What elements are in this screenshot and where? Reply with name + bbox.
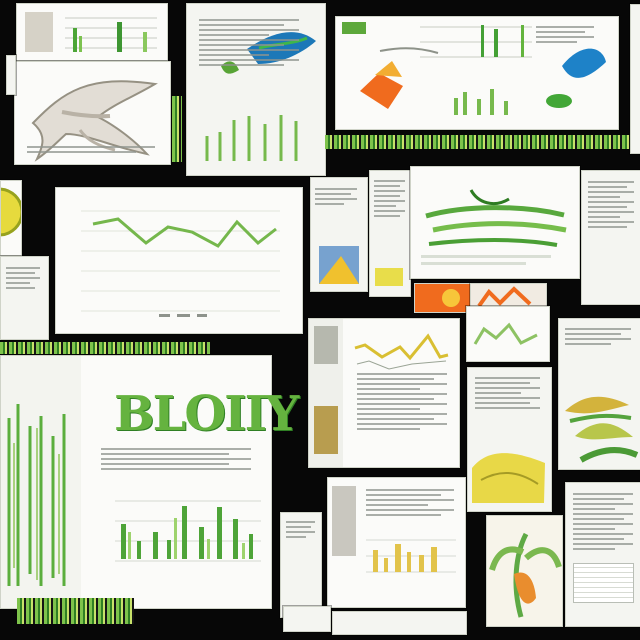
right-document-card bbox=[581, 170, 640, 305]
bottom-gray-tab bbox=[283, 606, 331, 632]
right-edge-card bbox=[630, 4, 640, 154]
left-yellow-circle-card bbox=[0, 180, 22, 256]
yellow-block bbox=[375, 268, 403, 286]
top-left-bar-chart bbox=[17, 4, 167, 60]
large-report-headline: BLOIIY bbox=[114, 386, 299, 442]
top-center-document-card bbox=[186, 3, 326, 176]
left-small-text-lines bbox=[6, 267, 40, 292]
bottom-small-gray-text bbox=[286, 521, 315, 541]
left-green-strip bbox=[172, 96, 182, 162]
middle-small-photo-text bbox=[315, 188, 357, 208]
large-report-body-lines bbox=[101, 448, 251, 473]
yellow-circle-diagram bbox=[1, 187, 21, 237]
central-plant-diagram-card bbox=[410, 166, 580, 279]
top-right-green-strip bbox=[325, 135, 630, 149]
top-left-chart-card bbox=[16, 3, 168, 61]
lower-small-line-chart bbox=[467, 307, 549, 361]
large-biology-report-card bbox=[0, 355, 272, 609]
lower-small-line-chart-card bbox=[466, 306, 550, 362]
top-right-analysis-card bbox=[335, 16, 619, 130]
right-plant-specimen-card bbox=[558, 318, 640, 470]
large-line-chart-card bbox=[55, 187, 303, 334]
top-right-mixed-chart bbox=[336, 17, 618, 129]
lower-left-green-strip bbox=[0, 342, 210, 354]
small-landscape-thumbnail bbox=[319, 246, 359, 284]
top-right-text-lines bbox=[536, 26, 594, 46]
yellow-leaf-cluster bbox=[472, 453, 545, 503]
lower-center-yellow-line-chart bbox=[309, 319, 449, 467]
bottom-yellow-tab bbox=[332, 611, 467, 635]
top-left-narrow-card bbox=[6, 55, 16, 95]
large-line-chart bbox=[56, 188, 302, 333]
top-left-caption-lines bbox=[27, 146, 155, 156]
lower-yellow-plant-card bbox=[467, 367, 552, 512]
top-left-illustration-card bbox=[14, 61, 171, 165]
bottom-plant-diagram-card bbox=[486, 515, 563, 627]
bottom-right-text-lines bbox=[573, 493, 633, 553]
middle-orange-image-card bbox=[414, 283, 472, 313]
green-bean-diagram bbox=[411, 167, 579, 278]
right-plant-specimen-text bbox=[565, 328, 631, 348]
leaf-specimen-drawing bbox=[565, 396, 639, 463]
bottom-center-text-lines bbox=[366, 489, 454, 519]
middle-narrow-document-card bbox=[369, 170, 411, 297]
root-illustration bbox=[31, 80, 158, 162]
bottom-center-bar-chart-card bbox=[327, 477, 466, 608]
lower-center-text-lines bbox=[357, 373, 447, 433]
bottom-left-green-label bbox=[17, 598, 134, 624]
middle-small-photo-card bbox=[310, 177, 368, 292]
bottom-right-mini-table bbox=[573, 563, 634, 603]
bottom-plant-diagram bbox=[487, 516, 562, 626]
middle-narrow-document-text bbox=[374, 180, 405, 220]
orange-flower-thumbnail bbox=[415, 284, 471, 312]
lower-center-yellow-line-chart-card bbox=[308, 318, 460, 468]
large-biology-report-art bbox=[1, 356, 271, 608]
bottom-right-document-card bbox=[565, 482, 640, 627]
left-small-text-card bbox=[0, 256, 49, 340]
bottom-small-gray-card bbox=[280, 512, 322, 618]
lower-yellow-plant-text bbox=[475, 377, 540, 412]
top-center-text-lines bbox=[199, 19, 299, 69]
right-document-text bbox=[588, 181, 634, 231]
